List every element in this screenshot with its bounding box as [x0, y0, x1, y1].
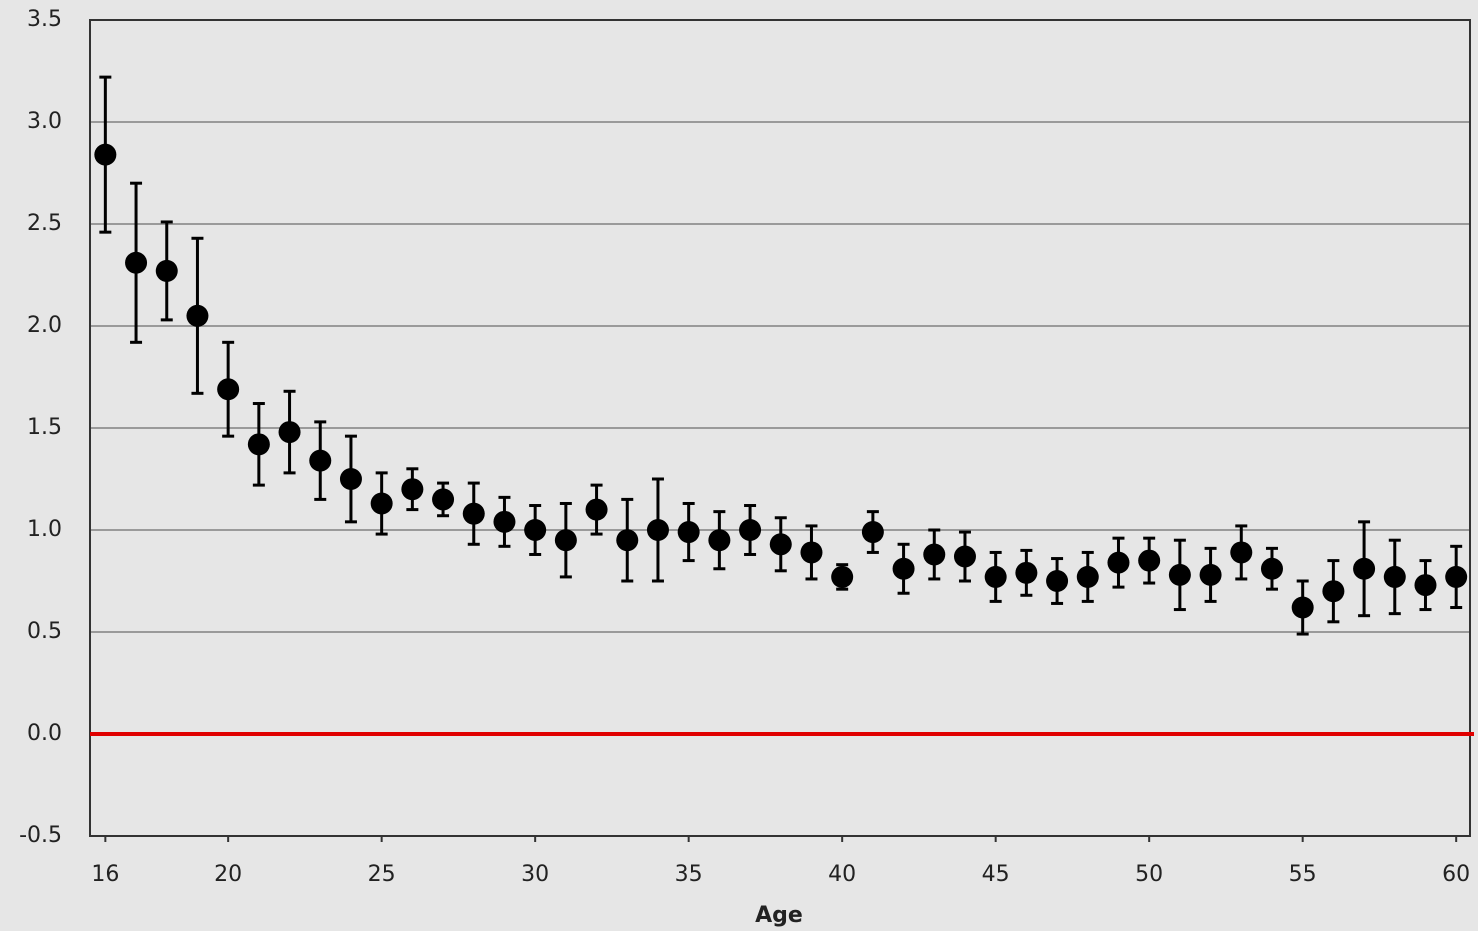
point: [1230, 541, 1253, 564]
y-tick-label: 2.0: [27, 313, 62, 338]
y-tick-label: 3.5: [27, 7, 62, 32]
point: [1260, 557, 1283, 580]
x-tick-label: 20: [214, 862, 242, 887]
point: [1322, 580, 1345, 603]
point: [1445, 565, 1468, 588]
y-tick-label: 1.0: [27, 517, 62, 542]
point: [1076, 565, 1099, 588]
point: [401, 478, 424, 501]
point: [217, 378, 240, 401]
point: [1015, 561, 1038, 584]
point: [892, 557, 915, 580]
point: [1383, 565, 1406, 588]
plot-frame: [89, 19, 1471, 837]
point: [247, 433, 270, 456]
point: [94, 143, 117, 166]
point: [155, 259, 178, 282]
point: [1138, 549, 1161, 572]
y-tick-label: 3.0: [27, 109, 62, 134]
y-tick-label: -0.5: [19, 823, 62, 848]
y-tick-label: 0.0: [27, 721, 62, 746]
point: [953, 545, 976, 568]
point: [677, 521, 700, 544]
point: [708, 529, 731, 552]
point: [339, 468, 362, 490]
point: [554, 529, 577, 552]
x-tick-label: 35: [675, 862, 703, 887]
y-tick-label: 0.5: [27, 619, 62, 644]
point: [524, 519, 547, 541]
point: [309, 449, 332, 472]
x-tick-label: 55: [1289, 862, 1317, 887]
point: [646, 519, 669, 541]
point: [861, 521, 884, 544]
point: [278, 421, 301, 444]
x-tick-label: 45: [982, 862, 1010, 887]
point: [1353, 557, 1376, 580]
point: [370, 492, 393, 515]
point: [1414, 574, 1437, 597]
point: [585, 498, 608, 521]
point: [186, 304, 209, 327]
x-tick-label: 60: [1442, 862, 1470, 887]
point: [1107, 551, 1130, 574]
point: [1046, 570, 1069, 592]
x-tick-label: 40: [828, 862, 856, 887]
x-tick-label: 30: [521, 862, 549, 887]
point: [923, 543, 946, 566]
x-tick-label: 16: [91, 862, 119, 887]
y-tick-label: 2.5: [27, 211, 62, 236]
point: [769, 533, 792, 556]
x-tick-label: 25: [368, 862, 396, 887]
point: [462, 502, 485, 525]
point: [1168, 563, 1191, 586]
point: [493, 510, 516, 533]
point: [432, 488, 455, 511]
point: [1199, 563, 1222, 586]
point: [739, 519, 762, 541]
point: [125, 251, 148, 274]
point: [984, 565, 1007, 588]
point: [800, 541, 823, 564]
y-tick-label: 1.5: [27, 415, 62, 440]
x-tick-label: 50: [1135, 862, 1163, 887]
point: [616, 529, 639, 552]
point: [831, 565, 854, 588]
point: [1291, 596, 1314, 619]
x-axis-title: Age: [755, 903, 803, 928]
